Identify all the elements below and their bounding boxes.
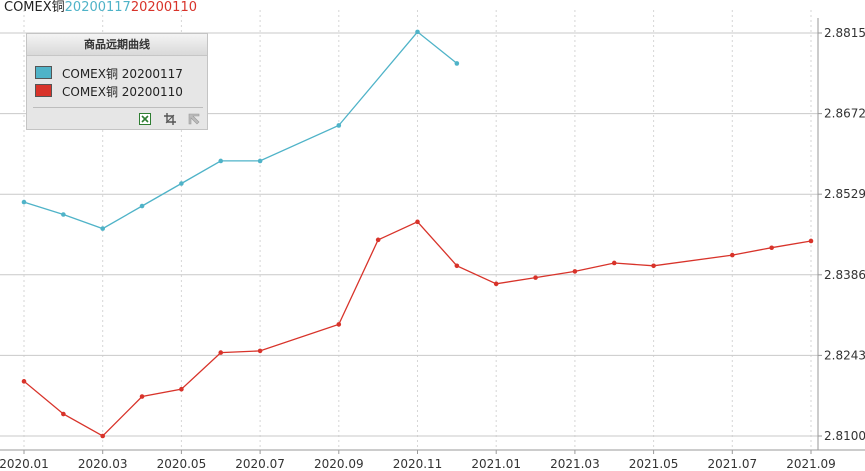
legend-panel[interactable]: 商品远期曲线 COMEX铜 20200117 COMEX铜 20200110 [26,33,208,130]
data-point[interactable] [730,252,735,258]
y-tick-label: 2.8815 [824,26,865,40]
x-tick-label: 2020.07 [235,457,285,471]
series [21,29,814,439]
data-point[interactable] [336,123,342,128]
data-point[interactable] [179,386,184,392]
data-point[interactable] [179,181,184,186]
data-point[interactable] [415,29,420,35]
data-point[interactable] [611,260,617,266]
cursor-icon[interactable] [188,113,200,125]
legend-title: 商品远期曲线 [27,34,207,56]
data-point[interactable] [533,275,538,280]
data-point[interactable] [257,158,263,164]
header-prefix: COMEX铜 [4,0,65,15]
header-series2-tag: 20200110 [130,0,197,15]
legend-item-series2[interactable]: COMEX铜 20200110 [35,84,183,100]
x-tick-label: 2020.01 [0,457,49,471]
data-point[interactable] [61,212,66,217]
data-point[interactable] [493,281,499,287]
legend-item-series1[interactable]: COMEX铜 20200117 [35,66,183,82]
crop-icon[interactable] [164,113,176,125]
excel-export-icon[interactable] [139,113,151,125]
data-point[interactable] [415,219,420,225]
grid [0,10,818,448]
data-point[interactable] [257,348,263,354]
x-tick-label: 2021.05 [629,457,679,471]
chart-header: COMEX铜2020011720200110 [4,0,197,16]
data-point[interactable] [21,199,27,205]
data-point[interactable] [454,263,460,269]
x-tick-label: 2020.05 [157,457,207,471]
data-point[interactable] [651,263,656,269]
data-point[interactable] [572,269,578,274]
legend-label-series1: COMEX铜 20200117 [62,67,183,81]
data-point[interactable] [808,238,814,244]
x-tick-label: 2021.09 [786,457,836,471]
legend-label-series2: COMEX铜 20200110 [62,85,183,99]
data-point[interactable] [139,203,145,209]
data-point[interactable] [100,433,105,439]
series-line-2 [23,221,812,437]
x-tick-label: 2020.11 [393,457,443,471]
data-point[interactable] [61,411,66,417]
data-point[interactable] [454,61,460,66]
data-point[interactable] [139,394,145,399]
x-tick-label: 2020.03 [78,457,128,471]
legend-swatch-series2 [35,84,52,97]
x-tick-label: 2020.09 [314,457,364,471]
y-tick-label: 2.8100 [824,429,865,443]
header-series1-tag: 20200117 [64,0,131,15]
data-point[interactable] [218,158,224,164]
series-line-1 [23,30,458,230]
y-tick-label: 2.8672 [824,107,865,121]
data-point[interactable] [21,379,27,384]
data-point[interactable] [375,237,381,243]
y-tick-label: 2.8529 [824,187,865,201]
x-tick-label: 2021.01 [471,457,521,471]
tick-labels: 2020.01 2020.03 2020.05 2020.07 2020.09 2020.… [0,26,865,471]
data-point[interactable] [336,322,342,327]
data-point[interactable] [769,245,774,251]
axes [0,18,865,454]
x-tick-label: 2021.03 [550,457,600,471]
data-point[interactable] [100,226,105,231]
legend-divider [33,107,203,108]
y-tick-label: 2.8243 [824,348,865,362]
y-tick-label: 2.8386 [824,268,865,282]
x-tick-label: 2021.07 [707,457,757,471]
legend-swatch-series1 [35,66,52,79]
data-point[interactable] [218,350,224,355]
